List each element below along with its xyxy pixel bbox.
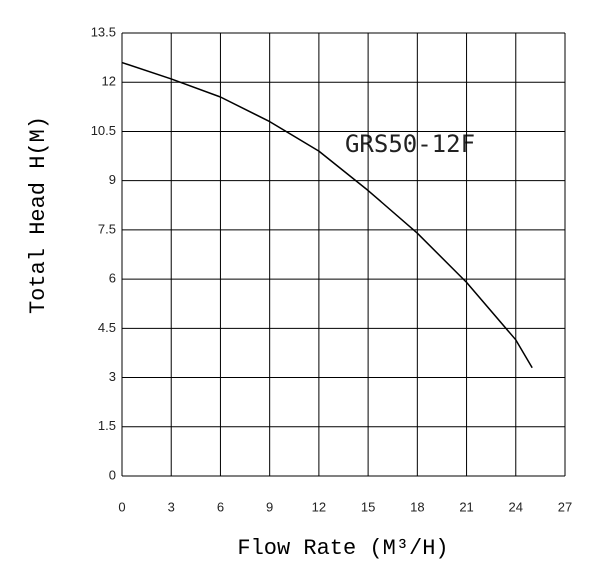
- curve: [121, 61, 533, 369]
- y-tick-label: 1.5: [98, 418, 116, 433]
- curve-annotation: GRS50-12F: [345, 130, 475, 158]
- y-tick-label: 9: [109, 172, 116, 187]
- x-tick-label: 9: [266, 499, 273, 514]
- x-tick-label: 12: [312, 499, 326, 514]
- x-tick-label: 6: [217, 499, 224, 514]
- y-axis-label: Total Head H(M): [26, 116, 51, 314]
- y-tick-label: 3: [109, 369, 116, 384]
- x-tick-label: 24: [509, 499, 523, 514]
- x-tick-label: 0: [118, 499, 125, 514]
- x-tick-label: 18: [410, 499, 424, 514]
- x-axis-label: Flow Rate (M³/H): [237, 536, 448, 561]
- y-tick-label: 4.5: [98, 320, 116, 335]
- y-tick-label: 0: [109, 467, 116, 482]
- y-tick-label: 12: [102, 74, 116, 89]
- y-tick-label: 10.5: [91, 123, 116, 138]
- y-tick-label: 7.5: [98, 221, 116, 236]
- x-tick-label: 15: [361, 499, 375, 514]
- x-tick-label: 3: [168, 499, 175, 514]
- y-tick-label: 13.5: [91, 24, 116, 39]
- x-tick-label: 21: [459, 499, 473, 514]
- y-tick-label: 6: [109, 271, 116, 286]
- x-tick-label: 27: [558, 499, 572, 514]
